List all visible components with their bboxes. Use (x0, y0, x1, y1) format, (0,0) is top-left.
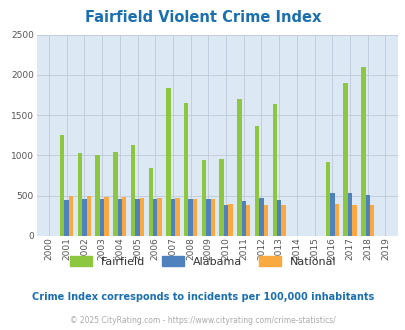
Bar (139, 198, 144, 236)
Bar (352, 205, 356, 236)
Bar (329, 193, 334, 236)
Bar (82, 199, 86, 236)
Bar (254, 126, 259, 236)
Bar (183, 103, 188, 236)
Bar (210, 199, 215, 236)
Bar (117, 199, 122, 236)
Bar (272, 104, 276, 236)
Bar (263, 205, 267, 236)
Bar (334, 204, 338, 236)
Bar (122, 197, 126, 236)
Bar (166, 88, 170, 236)
Bar (276, 200, 281, 236)
Bar (153, 199, 157, 236)
Bar (60, 135, 64, 236)
Bar (201, 160, 206, 236)
Bar (347, 193, 352, 236)
Text: Fairfield Violent Crime Index: Fairfield Violent Crime Index (85, 10, 320, 25)
Bar (241, 201, 245, 236)
Bar (77, 153, 82, 236)
Bar (104, 197, 109, 236)
Bar (360, 67, 364, 236)
Bar (135, 199, 139, 236)
Bar (113, 152, 117, 236)
Bar (325, 162, 329, 236)
Bar (86, 196, 91, 236)
Legend: Fairfield, Alabama, National: Fairfield, Alabama, National (69, 256, 336, 267)
Bar (259, 198, 263, 236)
Bar (157, 198, 162, 236)
Bar (237, 99, 241, 236)
Text: © 2025 CityRating.com - https://www.cityrating.com/crime-statistics/: © 2025 CityRating.com - https://www.city… (70, 316, 335, 325)
Bar (369, 205, 373, 236)
Text: Crime Index corresponds to incidents per 100,000 inhabitants: Crime Index corresponds to incidents per… (32, 292, 373, 302)
Bar (100, 199, 104, 236)
Bar (228, 204, 232, 236)
Bar (69, 196, 73, 236)
Bar (364, 195, 369, 236)
Bar (95, 155, 100, 236)
Bar (223, 205, 228, 236)
Bar (245, 205, 250, 236)
Bar (130, 145, 135, 236)
Bar (206, 199, 210, 236)
Bar (281, 205, 285, 236)
Bar (64, 200, 69, 236)
Bar (343, 83, 347, 236)
Bar (170, 199, 175, 236)
Bar (192, 199, 197, 236)
Bar (148, 168, 153, 236)
Bar (219, 159, 223, 236)
Bar (175, 198, 179, 236)
Bar (188, 199, 192, 236)
